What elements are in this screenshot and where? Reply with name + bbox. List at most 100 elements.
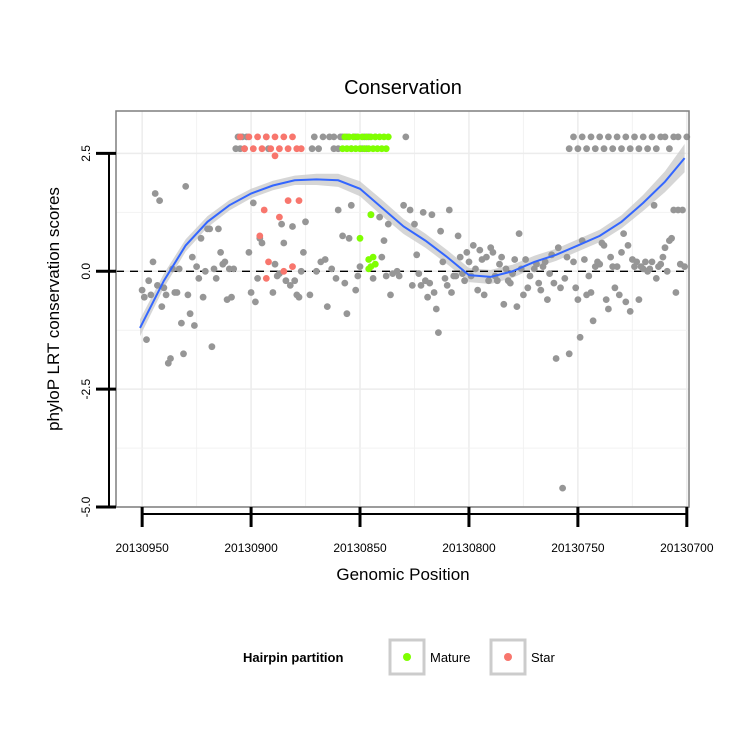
point-other [162, 291, 170, 299]
point-star [280, 133, 288, 141]
chart-title: Conservation [344, 77, 462, 99]
point-other [426, 279, 434, 287]
point-other [441, 275, 449, 282]
point-other [618, 145, 625, 153]
point-other [452, 272, 460, 280]
point-other [485, 277, 492, 285]
point-other [626, 145, 634, 153]
point-other [308, 145, 316, 153]
point-other [463, 249, 471, 256]
point-mature [367, 211, 375, 219]
point-other [282, 277, 290, 285]
point-other [524, 284, 532, 292]
point-other [345, 234, 353, 242]
point-other [661, 133, 669, 141]
point-other [609, 145, 617, 153]
point-other [140, 293, 148, 301]
point-other [661, 244, 669, 252]
point-other [515, 230, 523, 238]
point-other [380, 237, 388, 245]
point-other [415, 270, 423, 277]
point-other [201, 267, 209, 275]
point-other [652, 275, 660, 282]
point-star [284, 197, 292, 205]
point-other [413, 251, 421, 259]
point-other [570, 133, 577, 141]
point-other [576, 333, 584, 341]
point-other [435, 329, 442, 336]
point-other [432, 305, 440, 313]
point-other [648, 133, 656, 141]
point-other [650, 201, 658, 209]
point-other [300, 249, 307, 256]
point-other [343, 310, 351, 318]
point-other [672, 289, 680, 296]
point-star [245, 133, 253, 141]
point-other [411, 220, 418, 228]
point-other [587, 289, 595, 296]
point-other [541, 258, 549, 266]
point-other [476, 246, 484, 254]
smooth-line [139, 157, 686, 329]
point-star [284, 145, 292, 153]
point-other [154, 282, 161, 289]
point-other [674, 133, 682, 141]
point-other [249, 199, 257, 207]
point-other [306, 291, 314, 299]
point-other [184, 291, 192, 299]
point-other [544, 296, 551, 303]
point-other [352, 286, 360, 294]
point-other [143, 336, 150, 343]
point-other [208, 343, 216, 351]
x-axis: 20130950 20130900 20130850 20130800 20130750… [115, 507, 714, 555]
point-mature [369, 253, 377, 261]
point-other [332, 275, 340, 282]
point-other [252, 298, 259, 306]
point-other [605, 133, 612, 141]
point-other [587, 133, 595, 141]
point-other [646, 265, 654, 273]
point-other [496, 260, 503, 268]
point-other [565, 350, 573, 358]
point-other [668, 234, 675, 242]
point-other [378, 253, 386, 261]
point-other [493, 277, 501, 285]
point-other [454, 232, 462, 240]
point-other [387, 291, 394, 299]
point-other [151, 190, 159, 197]
point-other [554, 244, 562, 252]
point-other [465, 258, 473, 266]
point-other [622, 133, 630, 141]
x-tick-label: 20130750 [551, 541, 605, 555]
point-other [138, 286, 146, 294]
point-other [319, 133, 327, 141]
point-other [199, 293, 207, 301]
point-other [559, 484, 566, 492]
point-other [506, 279, 514, 287]
point-other [247, 289, 255, 296]
point-other [217, 249, 225, 256]
legend-label-mature: Mature [430, 650, 470, 665]
point-other [408, 282, 416, 289]
point-other [591, 145, 599, 153]
point-other [535, 279, 543, 287]
point-mature [365, 265, 373, 273]
point-other [384, 220, 392, 228]
point-star [289, 133, 296, 141]
point-mature [356, 234, 364, 242]
point-other [334, 206, 342, 214]
point-other [613, 133, 621, 141]
point-other [280, 239, 288, 247]
point-other [295, 293, 303, 301]
point-other [574, 145, 582, 153]
point-other [156, 197, 164, 205]
point-other [258, 239, 266, 247]
y-tick-label: -2.5 [79, 378, 93, 399]
point-other [356, 263, 364, 270]
point-other [489, 249, 497, 256]
y-tick-label: -5.0 [79, 496, 93, 517]
point-other [428, 211, 436, 219]
point-other [659, 253, 667, 261]
point-other [635, 145, 643, 153]
point-other [600, 145, 608, 153]
